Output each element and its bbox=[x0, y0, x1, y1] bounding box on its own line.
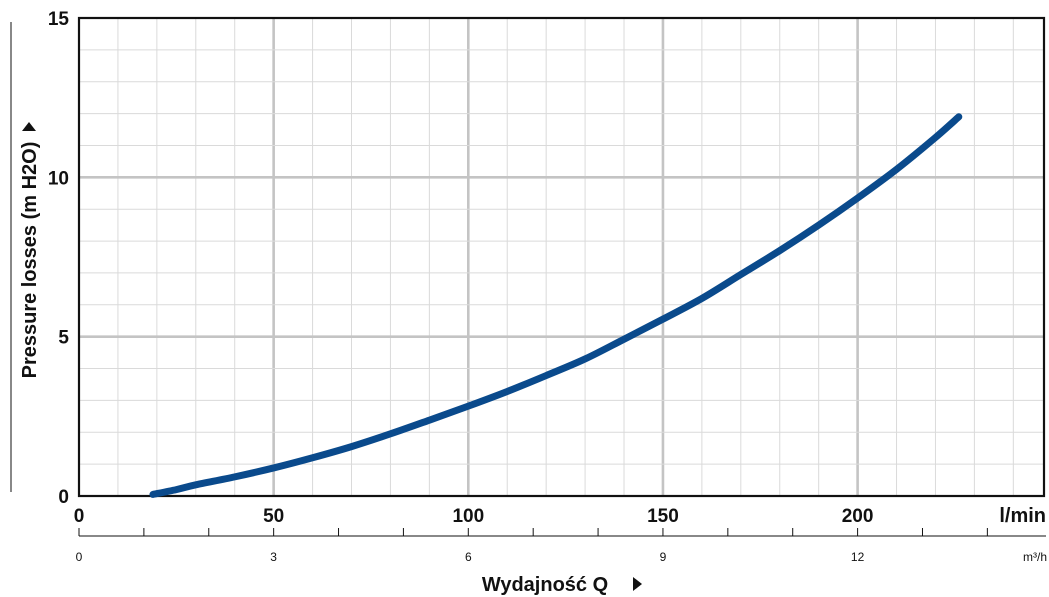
x-tick-label: 0 bbox=[74, 506, 85, 527]
x2-unit-label: m³/h bbox=[1023, 550, 1047, 564]
x-axis-arrow-icon bbox=[633, 577, 642, 591]
x-unit-label: l/min bbox=[999, 505, 1046, 527]
x2-tick-label: 12 bbox=[851, 550, 865, 564]
chart-series bbox=[149, 113, 963, 498]
chart-grid bbox=[79, 18, 1044, 496]
y-tick-label: 5 bbox=[58, 328, 69, 349]
x-tick-label: 100 bbox=[452, 506, 484, 527]
x-tick-label: 50 bbox=[263, 506, 284, 527]
y-tick-label: 15 bbox=[48, 9, 70, 30]
y-axis-title: Pressure losses (m H2O) bbox=[19, 142, 41, 379]
x-axis-title: Wydajność Q bbox=[482, 574, 608, 596]
plot-frame bbox=[77, 16, 1046, 498]
secondary-x-axis: 0 3 6 9 12 bbox=[76, 528, 1046, 564]
series-line bbox=[149, 113, 963, 498]
y-tick-label: 10 bbox=[48, 168, 69, 189]
x2-tick-label: 6 bbox=[465, 550, 472, 564]
x2-tick-label: 0 bbox=[76, 550, 83, 564]
x-tick-labels: 0 50 100 150 200 bbox=[74, 506, 874, 527]
y-tick-label: 0 bbox=[58, 487, 69, 508]
x-tick-label: 150 bbox=[647, 506, 679, 527]
y-tick-labels: 0 5 10 15 bbox=[48, 9, 70, 508]
x-tick-label: 200 bbox=[842, 506, 874, 527]
x2-tick-label: 9 bbox=[660, 550, 667, 564]
x2-tick-label: 3 bbox=[270, 550, 277, 564]
y-axis-arrow-icon bbox=[22, 122, 36, 131]
